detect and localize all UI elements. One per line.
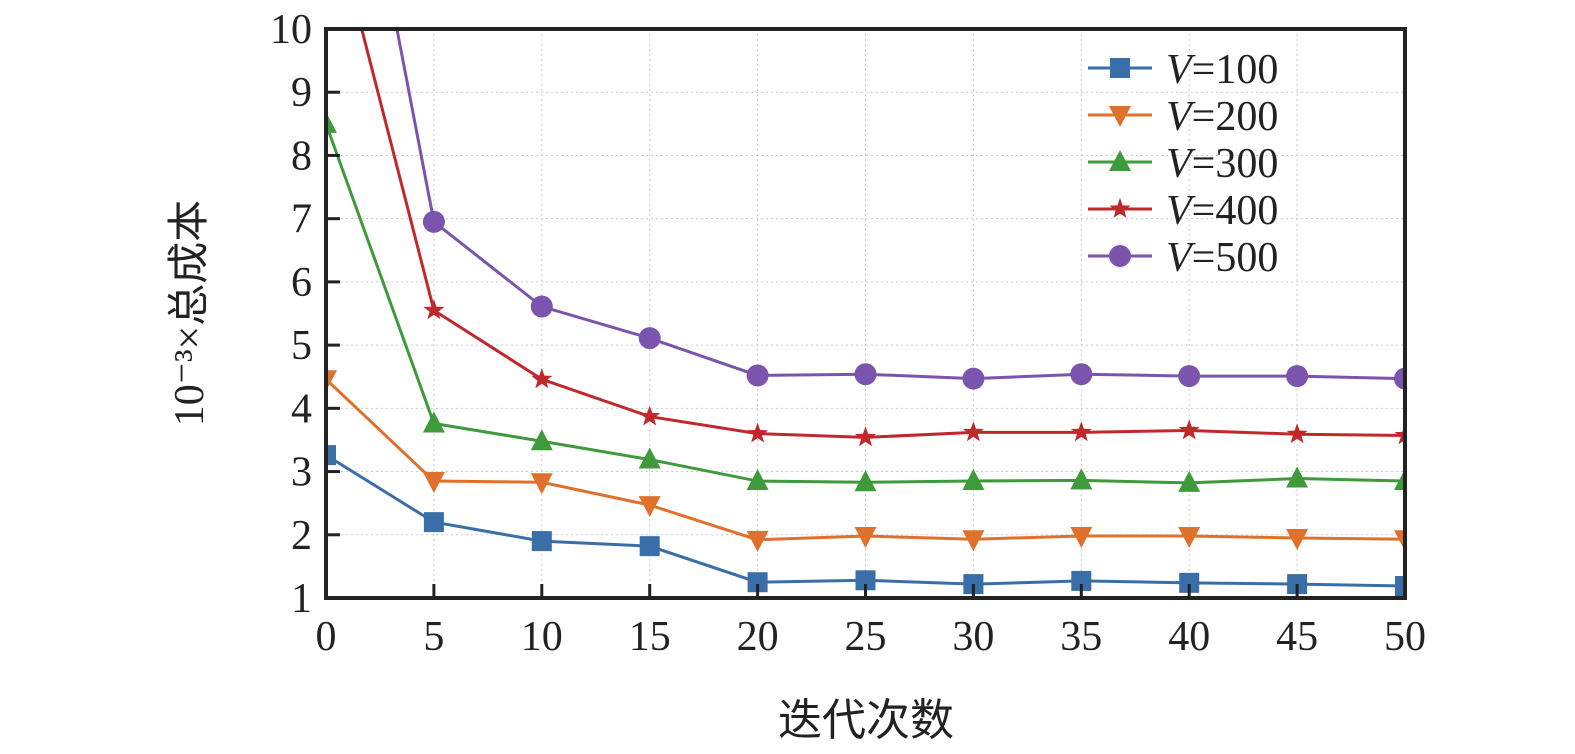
series-v-500-point [962,367,985,390]
series-v-100-point [1071,570,1092,591]
series-lines [326,29,1405,596]
legend-marker [1109,150,1131,171]
x-tick-label: 0 [316,614,337,660]
series-v-400-point [531,368,553,389]
series-v-100-point [1179,572,1200,593]
x-tick-label: 15 [629,614,671,660]
y-axis-label: 10⁻³×总成本 [167,200,213,426]
x-tick-label: 10 [521,614,563,660]
series-v-200-point [854,527,877,549]
legend-marker [1109,198,1131,218]
x-tick-label: 50 [1384,614,1426,660]
series-v-300-point [1178,470,1201,492]
series-v-200-point [1070,527,1093,549]
series-v-200-point [1286,528,1309,550]
series-v-200-point [638,496,661,518]
x-tick-label: 30 [952,614,994,660]
series-v-100-point [531,531,552,552]
legend-label: V=100 [1166,47,1278,93]
series-v-400-point [1178,419,1200,440]
series-v-100-point [326,445,336,466]
x-tick-label: 35 [1060,614,1102,660]
series-v-500-point [422,210,445,233]
x-tick-label: 20 [737,614,779,660]
series-v-400-point [962,421,984,442]
series-v-400-point [639,405,661,426]
series-v-300-point [1394,469,1405,491]
series-v-100-point [747,572,768,593]
y-tick-label: 10 [270,7,312,53]
series-v-300-point [638,447,661,469]
x-tick-label: 25 [845,614,887,660]
series-v-200-point [1394,530,1405,552]
series-v-200-point [1178,527,1201,549]
y-tick-label: 1 [291,576,312,622]
series-v-100-point [1395,575,1405,596]
series-v-300-point [1286,466,1309,488]
series-v-400-point [855,426,876,447]
series-v-200-point [422,472,445,494]
series-v-500-point [1178,365,1201,388]
series-v-100-point [855,570,876,591]
series-v-300-point [962,469,985,491]
series-v-400-point [1394,424,1405,445]
y-tick-label: 7 [291,197,312,243]
series-v-500-point [530,295,553,318]
series-v-300-point [1070,468,1093,490]
legend-label: V=500 [1166,235,1278,281]
y-tick-label: 2 [291,513,312,559]
x-tick-label: 45 [1276,614,1318,660]
y-tick-label: 8 [291,133,312,179]
legend-marker [1109,245,1131,267]
series-v-500-point [746,364,769,387]
series-v-300-point [326,111,337,133]
series-v-400-point [1070,421,1092,442]
x-tick-label: 40 [1168,614,1210,660]
series-v-500-point [854,363,877,386]
series-v-200-point [962,530,985,552]
x-axis-label: 迭代次数 [778,696,954,745]
legend-label: V=300 [1166,141,1278,187]
y-tick-label: 4 [291,386,312,432]
series-v-200-point [326,370,337,392]
series-v-500-point [1394,367,1405,390]
series-v-400-point [747,422,769,443]
legend-marker [1110,58,1130,78]
series-v-100-point [423,512,444,533]
y-tick-label: 5 [291,323,312,369]
series-v-200-point [746,530,769,552]
x-tick-label: 5 [423,614,444,660]
y-tick-label: 9 [291,70,312,116]
legend-label: V=400 [1166,188,1278,234]
legend-marker [1109,106,1131,127]
y-tick-label: 3 [291,450,312,496]
series-v-300-point [746,469,769,491]
legend-label: V=200 [1166,94,1278,140]
series-v-300-point [422,411,445,433]
series-v-100-point [639,536,660,557]
series-v-500-point [638,327,661,350]
series-v-500-point [1286,365,1309,388]
series-v-300-point [530,429,553,451]
series-v-400-point [423,299,445,320]
series-v-200-point [530,473,553,495]
series-v-500-point [1070,363,1093,386]
series-v-400-point [1286,423,1308,444]
y-tick-label: 6 [291,260,312,306]
series-v-300-point [854,470,877,492]
